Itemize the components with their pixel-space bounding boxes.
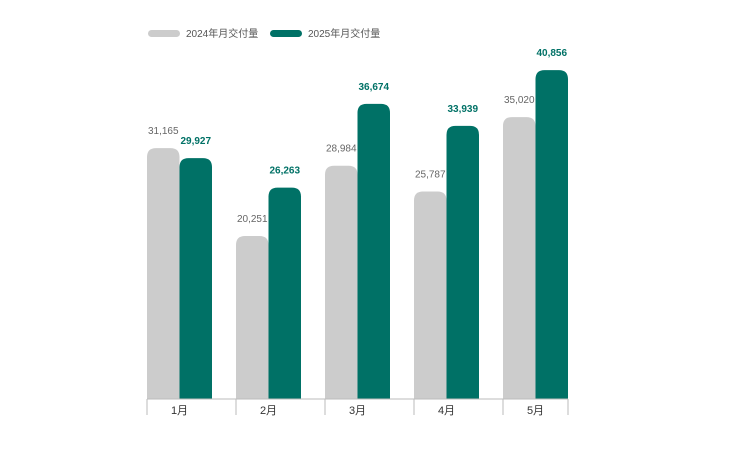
value-label-2024-2: 20,251: [237, 214, 268, 225]
x-tick-label-2: 2月: [260, 405, 277, 417]
value-label-2025-1: 29,927: [180, 136, 211, 147]
bar-2024-3: [325, 165, 358, 399]
legend-label-2025: 2025年月交付量: [308, 27, 380, 40]
value-label-2024-4: 25,787: [415, 169, 446, 180]
bar-2024-5: [503, 117, 536, 399]
x-tick-label-3: 3月: [349, 405, 366, 417]
bar-2024-4: [414, 191, 447, 399]
bar-2025-3: [357, 103, 390, 399]
legend-swatch-2025: [270, 30, 302, 37]
bar-2025-1: [179, 158, 212, 399]
value-label-2025-3: 36,674: [358, 82, 389, 93]
value-label-2025-2: 26,263: [269, 166, 300, 177]
bar-2025-4: [446, 125, 479, 400]
bar-2025-5: [535, 70, 568, 399]
legend: 2024年月交付量 2025年月交付量: [148, 27, 380, 40]
legend-swatch-2024: [148, 30, 180, 37]
x-tick-label-4: 4月: [438, 405, 455, 417]
value-label-2024-1: 31,165: [148, 126, 179, 137]
x-tick-label-5: 5月: [527, 405, 544, 417]
value-label-2024-3: 28,984: [326, 144, 357, 155]
bars-group: [147, 70, 568, 400]
x-axis: 1月 2月 3月 4月 5月: [146, 398, 569, 417]
value-label-2025-5: 40,856: [536, 48, 567, 59]
bar-2024-1: [147, 148, 180, 399]
value-label-2024-5: 35,020: [504, 95, 535, 106]
bar-2025-2: [268, 187, 301, 399]
value-label-2025-4: 33,939: [447, 104, 478, 115]
x-tick-label-1: 1月: [171, 405, 188, 417]
legend-label-2024: 2024年月交付量: [186, 27, 258, 40]
bar-2024-2: [236, 236, 269, 399]
